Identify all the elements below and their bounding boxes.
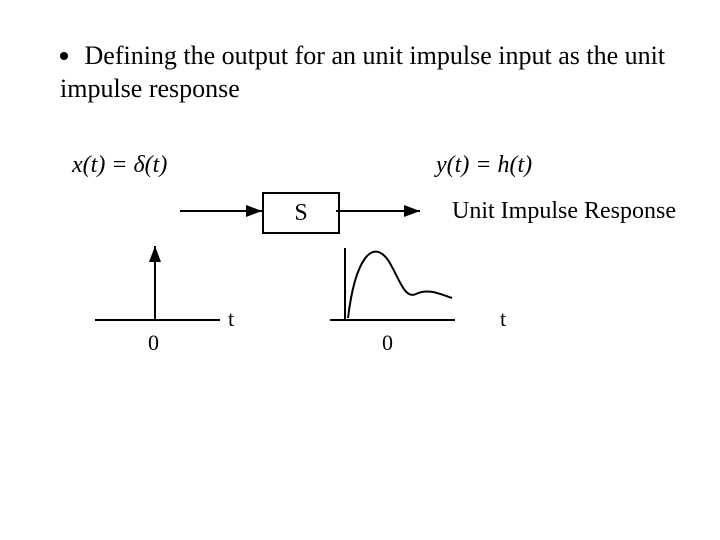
response-curve (348, 252, 452, 318)
response-plot (0, 0, 720, 540)
slide: Defining the output for an unit impulse … (0, 0, 720, 540)
response-t-label: t (500, 306, 506, 332)
response-origin-label: 0 (382, 330, 393, 356)
